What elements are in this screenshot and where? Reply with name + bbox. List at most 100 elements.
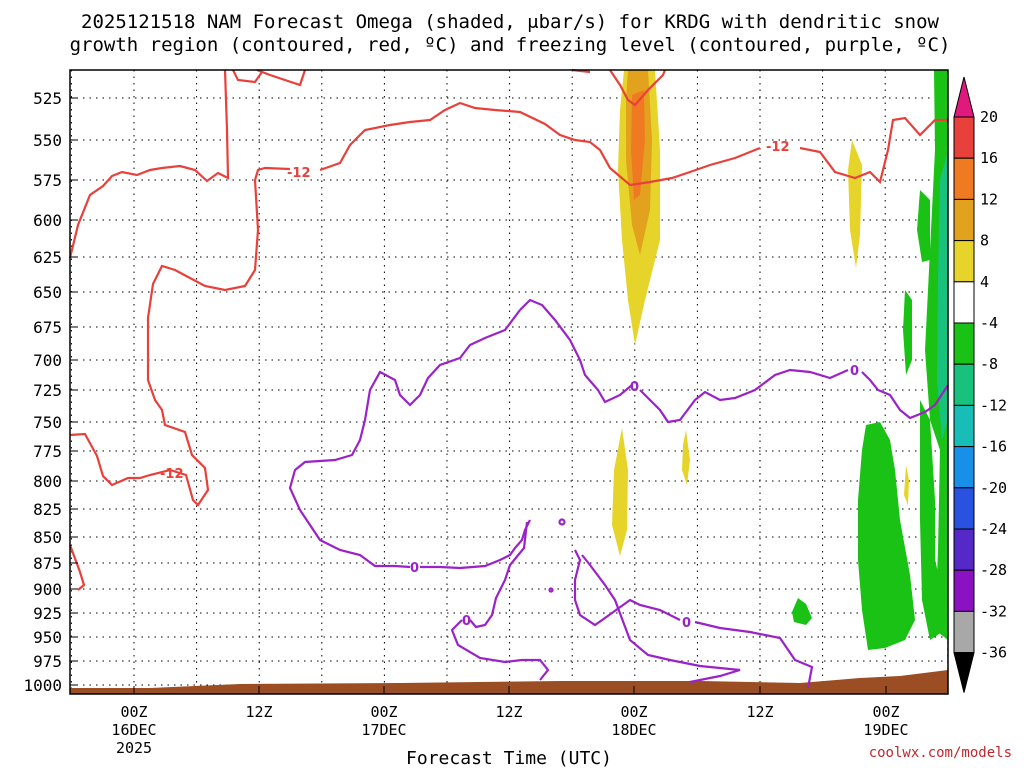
omega-shading bbox=[612, 70, 948, 650]
x-tick-label-1: 12Z bbox=[245, 703, 272, 721]
y-tick-label-575: 575 bbox=[33, 171, 62, 190]
freezing-contour-lower-mid bbox=[581, 554, 741, 684]
y-tick-label-800: 800 bbox=[33, 472, 62, 491]
x-tick-date-0: 16DEC bbox=[111, 721, 156, 739]
x-tick-year-0: 2025 bbox=[116, 739, 152, 757]
omega-negative-green-right-low bbox=[920, 400, 945, 640]
colorbar-swatch-5 bbox=[953, 322, 975, 365]
colorbar-swatch-11 bbox=[953, 569, 975, 612]
y-tick-label-950: 950 bbox=[33, 628, 62, 647]
colorbar-label-6: -8 bbox=[980, 355, 998, 373]
freezing-label-4: 0 bbox=[462, 614, 471, 629]
freezing-label-5: 0 bbox=[682, 616, 691, 631]
ground-terrain bbox=[70, 670, 948, 694]
dgz-label-1: -12 bbox=[287, 166, 311, 181]
omega-negative-green-patch-mid bbox=[903, 290, 912, 375]
colorbar-swatch-4 bbox=[953, 281, 975, 324]
freezing-label-1: 0 bbox=[630, 380, 639, 395]
dgz-contour-left-loop bbox=[253, 101, 948, 187]
colorbar-label-2: 12 bbox=[980, 190, 998, 208]
x-tick-label-2: 00Z bbox=[370, 703, 397, 721]
dgz-contours bbox=[68, 68, 948, 591]
colorbar-label-12: -32 bbox=[980, 602, 1007, 620]
y-tick-label-525: 525 bbox=[33, 89, 62, 108]
y-tick-label-650: 650 bbox=[33, 283, 62, 302]
y-tick-label-775: 775 bbox=[33, 442, 62, 461]
y-tick-label-975: 975 bbox=[33, 652, 62, 671]
y-tick-label-550: 550 bbox=[33, 131, 62, 150]
y-tick-label-675: 675 bbox=[33, 318, 62, 337]
x-tick-date-4: 18DEC bbox=[611, 721, 656, 739]
y-tick-label-700: 700 bbox=[33, 351, 62, 370]
dgz-label-3: -12 bbox=[160, 467, 184, 482]
x-axis-label: Forecast Time (UTC) bbox=[406, 748, 612, 768]
freezing-label-3: 0 bbox=[410, 561, 419, 576]
omega-negative-green-small bbox=[792, 598, 812, 625]
colorbar-swatch-3 bbox=[953, 240, 975, 283]
colorbar-label-5: -4 bbox=[980, 314, 998, 332]
colorbar-swatch-7 bbox=[953, 404, 975, 448]
y-tick-label-875: 875 bbox=[33, 554, 62, 573]
colorbar-top-arrow bbox=[953, 76, 975, 118]
colorbar-label-9: -20 bbox=[980, 479, 1007, 497]
omega-positive-yellow-small2 bbox=[612, 428, 628, 556]
dgz-contour-bottom-left bbox=[68, 544, 86, 591]
chart-title-line2: growth region (contoured, red, ºC) and f… bbox=[70, 34, 951, 56]
freezing-level-contours bbox=[288, 298, 949, 689]
y-tick-label-625: 625 bbox=[33, 248, 62, 267]
x-tick-date-2: 17DEC bbox=[361, 721, 406, 739]
x-tick-label-4: 00Z bbox=[620, 703, 647, 721]
omega-positive-orange-core bbox=[631, 90, 645, 200]
freezing-contour-bottom-loop bbox=[450, 521, 550, 681]
freezing-contour-dot2 bbox=[548, 587, 554, 593]
colorbar-label-3: 8 bbox=[980, 232, 989, 250]
colorbar-swatch-12 bbox=[953, 610, 975, 654]
omega-negative-green-upper-strip bbox=[917, 190, 930, 262]
colorbar-swatch-6 bbox=[953, 363, 975, 406]
y-tick-label-925: 925 bbox=[33, 604, 62, 623]
colorbar-label-13: -36 bbox=[980, 644, 1007, 662]
colorbar-label-0: 20 bbox=[980, 108, 998, 126]
omega-negative-teal-right-column bbox=[937, 150, 948, 440]
freezing-contour-left-loop bbox=[288, 309, 531, 570]
colorbar-swatch-9 bbox=[953, 487, 975, 530]
x-tick-label-0: 00Z bbox=[120, 703, 147, 721]
plot-area bbox=[70, 70, 948, 694]
colorbar-label-7: -12 bbox=[980, 396, 1007, 414]
colorbar-label-11: -28 bbox=[980, 561, 1007, 579]
dgz-contour-upper-left bbox=[68, 69, 230, 259]
colorbar-swatch-10 bbox=[953, 528, 975, 571]
colorbar-label-4: 4 bbox=[980, 273, 989, 291]
freezing-contour-main bbox=[519, 298, 949, 424]
dgz-contour-near-plume bbox=[609, 69, 667, 107]
colorbar-swatch-1 bbox=[953, 157, 975, 200]
freezing-label-2: 0 bbox=[850, 364, 859, 379]
x-tick-label-6: 00Z bbox=[872, 703, 899, 721]
omega-negative-green-lower-block bbox=[858, 422, 915, 650]
colorbar-swatch-2 bbox=[953, 198, 975, 242]
colorbar-label-10: -24 bbox=[980, 520, 1007, 538]
colorbar: 20 16 12 8 4 -4 -8 -12 -16 -20 -24 -28 -32 -36 bbox=[953, 76, 1007, 693]
colorbar-label-8: -16 bbox=[980, 438, 1007, 456]
omega-positive-yellow-small4 bbox=[904, 465, 909, 505]
y-tick-label-850: 850 bbox=[33, 528, 62, 547]
dgz-contour-lower-left-loop bbox=[69, 179, 260, 507]
y-tick-label-600: 600 bbox=[33, 211, 62, 230]
colorbar-bottom-arrow bbox=[953, 652, 975, 693]
omega-positive-yellow-small3 bbox=[682, 430, 690, 485]
y-axis-ticks: 525 550 575 600 625 650 675 700 725 750 775 800 825 8… bbox=[23, 89, 78, 695]
dgz-label-2: -12 bbox=[766, 140, 790, 155]
freezing-contour-bottom-right bbox=[573, 549, 814, 689]
y-tick-label-725: 725 bbox=[33, 381, 62, 400]
omega-positive-yellow-small1 bbox=[848, 140, 862, 268]
x-tick-label-3: 12Z bbox=[495, 703, 522, 721]
y-tick-label-750: 750 bbox=[33, 413, 62, 432]
chart-title-line1: 2025121518 NAM Forecast Omega (shaded, μ… bbox=[81, 11, 939, 33]
colorbar-swatch-0 bbox=[953, 116, 975, 159]
x-tick-label-5: 12Z bbox=[746, 703, 773, 721]
colorbar-label-1: 16 bbox=[980, 149, 998, 167]
y-tick-label-825: 825 bbox=[33, 500, 62, 519]
y-tick-label-1000: 1000 bbox=[23, 676, 62, 695]
